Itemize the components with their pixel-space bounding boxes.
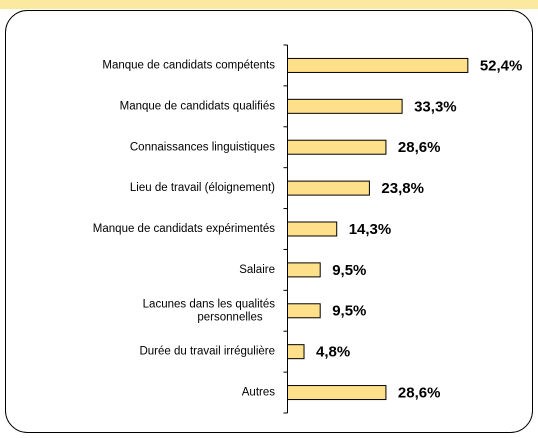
bar bbox=[287, 221, 338, 237]
category-label: Manque de candidats qualifiés bbox=[120, 100, 276, 112]
category-label: Connaissances linguistiques bbox=[130, 141, 275, 153]
value-label: 9,5% bbox=[332, 262, 366, 279]
bar bbox=[287, 98, 403, 114]
category-label: Lieu de travail (éloignement) bbox=[130, 182, 275, 194]
bar bbox=[287, 139, 387, 155]
value-label: 52,4% bbox=[480, 57, 523, 74]
category-label: Autres bbox=[242, 387, 275, 399]
value-label: 4,8% bbox=[316, 344, 350, 361]
value-label: 33,3% bbox=[414, 98, 457, 115]
category-label: Lacunes dans les qualités personnelles bbox=[143, 298, 276, 323]
category-label: Durée du travail irrégulière bbox=[139, 346, 275, 358]
bar bbox=[287, 344, 305, 360]
bar bbox=[287, 303, 321, 319]
value-label: 28,6% bbox=[398, 385, 441, 402]
value-label: 14,3% bbox=[349, 221, 392, 238]
bar bbox=[287, 57, 469, 73]
category-label: Manque de candidats expérimentés bbox=[93, 223, 275, 235]
category-label-line: Lacunes dans les qualités bbox=[143, 298, 276, 310]
category-label: Salaire bbox=[239, 264, 275, 276]
top-band bbox=[0, 0, 538, 9]
bar bbox=[287, 180, 370, 196]
category-label: Manque de candidats compétents bbox=[102, 59, 275, 71]
value-label: 28,6% bbox=[398, 139, 441, 156]
frame bbox=[5, 10, 533, 433]
value-label: 9,5% bbox=[332, 303, 366, 320]
bar bbox=[287, 385, 387, 401]
bar bbox=[287, 262, 321, 278]
category-label-line: personnelles bbox=[197, 311, 262, 323]
value-label: 23,8% bbox=[381, 180, 424, 197]
